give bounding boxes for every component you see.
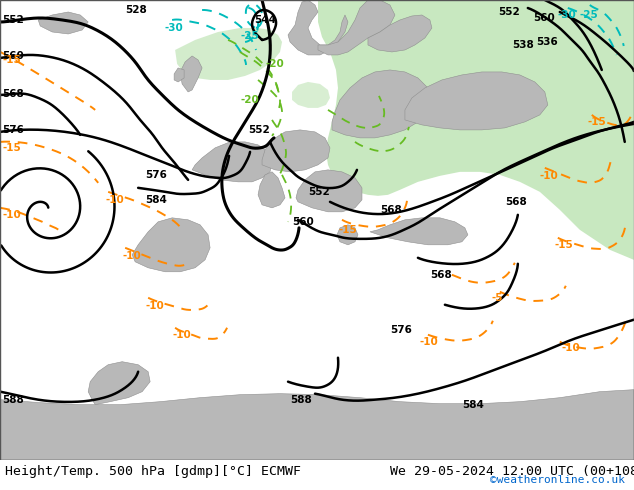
Polygon shape xyxy=(88,362,150,405)
Text: -10: -10 xyxy=(420,337,439,347)
Text: 552: 552 xyxy=(308,187,330,197)
Text: We 29-05-2024 12:00 UTC (00+108): We 29-05-2024 12:00 UTC (00+108) xyxy=(390,466,634,478)
Text: 560: 560 xyxy=(3,51,24,61)
Polygon shape xyxy=(370,0,634,130)
Text: 576: 576 xyxy=(390,325,412,335)
Text: -15: -15 xyxy=(3,55,21,65)
Text: Height/Temp. 500 hPa [gdmp][°C] ECMWF: Height/Temp. 500 hPa [gdmp][°C] ECMWF xyxy=(5,466,301,478)
Text: 584: 584 xyxy=(462,400,484,410)
Text: -15: -15 xyxy=(588,117,607,127)
Text: 576: 576 xyxy=(145,170,167,180)
Text: 588: 588 xyxy=(290,394,312,405)
Polygon shape xyxy=(258,172,285,208)
Polygon shape xyxy=(192,142,272,182)
Polygon shape xyxy=(318,0,634,260)
Polygon shape xyxy=(38,12,88,34)
Text: 552: 552 xyxy=(3,15,24,25)
Polygon shape xyxy=(405,72,548,130)
Text: -10: -10 xyxy=(145,301,164,311)
Text: -10: -10 xyxy=(105,195,124,205)
Text: 528: 528 xyxy=(125,5,147,15)
Polygon shape xyxy=(368,15,432,52)
Text: -30: -30 xyxy=(558,10,576,20)
Text: 584: 584 xyxy=(145,195,167,205)
Text: 552: 552 xyxy=(498,7,520,17)
Text: -5: -5 xyxy=(492,293,503,303)
Text: -15: -15 xyxy=(3,143,21,153)
Polygon shape xyxy=(175,28,282,80)
Text: 544: 544 xyxy=(254,15,276,25)
Polygon shape xyxy=(288,0,348,55)
Text: -30: -30 xyxy=(164,23,183,33)
Text: 568: 568 xyxy=(3,89,24,99)
Text: 576: 576 xyxy=(3,125,24,135)
Text: 538: 538 xyxy=(512,40,534,50)
Polygon shape xyxy=(180,56,202,92)
Text: -25: -25 xyxy=(240,31,259,41)
Polygon shape xyxy=(132,218,210,272)
Text: -10: -10 xyxy=(3,210,21,220)
Polygon shape xyxy=(0,390,634,460)
Polygon shape xyxy=(262,130,330,172)
Text: -10: -10 xyxy=(540,171,559,181)
Text: 560: 560 xyxy=(533,13,555,23)
Text: 560: 560 xyxy=(292,217,314,227)
Text: -25: -25 xyxy=(579,10,598,20)
Text: 536: 536 xyxy=(536,37,558,47)
Polygon shape xyxy=(370,218,468,245)
Text: -15: -15 xyxy=(339,225,358,235)
Polygon shape xyxy=(174,68,184,82)
Polygon shape xyxy=(296,170,362,212)
Polygon shape xyxy=(318,0,395,55)
Text: 568: 568 xyxy=(430,270,451,280)
Text: 552: 552 xyxy=(248,125,270,135)
Polygon shape xyxy=(337,225,358,245)
Text: -20: -20 xyxy=(240,95,259,105)
Text: 568: 568 xyxy=(380,205,402,215)
Polygon shape xyxy=(292,82,330,108)
Text: 568: 568 xyxy=(505,197,527,207)
Text: -10: -10 xyxy=(172,330,191,340)
Text: -10: -10 xyxy=(562,343,581,353)
Text: -20: -20 xyxy=(265,59,284,69)
Text: ©weatheronline.co.uk: ©weatheronline.co.uk xyxy=(490,475,625,485)
Text: 588: 588 xyxy=(3,394,24,405)
Polygon shape xyxy=(332,70,432,138)
Text: -15: -15 xyxy=(555,240,574,250)
Text: -10: -10 xyxy=(122,251,141,261)
